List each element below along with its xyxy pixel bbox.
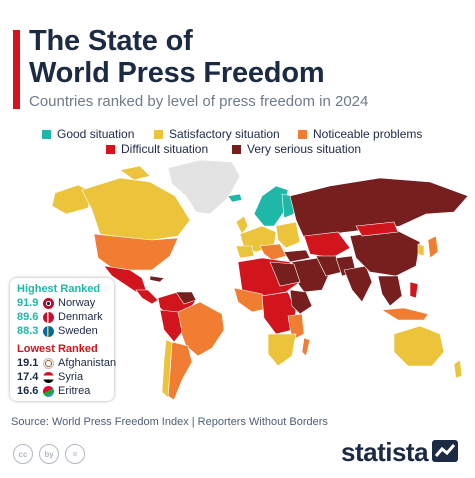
norway-flag-icon xyxy=(43,297,54,309)
sweden-flag-icon xyxy=(43,325,54,337)
lowest-ranked-heading: Lowest Ranked xyxy=(17,343,98,355)
map-region-japan xyxy=(427,235,439,259)
map-region-australia xyxy=(393,325,445,367)
legend-swatch xyxy=(106,144,115,154)
map-region-usa xyxy=(93,233,179,271)
map-region-cuba xyxy=(149,275,165,283)
legend-label: Good situation xyxy=(57,127,135,141)
rank-row-highest-3: 88.3 Sweden xyxy=(17,325,98,337)
legend-swatch xyxy=(232,144,241,154)
map-region-southeast-asia xyxy=(377,275,403,307)
map-region-india xyxy=(343,265,373,303)
page-subtitle: Countries ranked by level of press freed… xyxy=(29,93,369,110)
license-icons: cc by = xyxy=(13,444,85,464)
no-derivatives-icon[interactable]: = xyxy=(65,444,85,464)
afghanistan-flag-icon xyxy=(43,357,54,369)
map-region-philippines xyxy=(409,281,419,299)
rank-score: 91.9 xyxy=(17,297,39,309)
map-region-korea xyxy=(417,243,425,257)
map-region-central-asia xyxy=(303,231,351,259)
statista-logo[interactable]: statista xyxy=(341,437,429,467)
ranking-panel: Highest Ranked 91.9 Norway 89.6 Denmark … xyxy=(10,278,116,401)
map-region-uk xyxy=(235,215,249,235)
map-region-west-africa xyxy=(233,287,271,313)
legend-item-difficult: Difficult situation xyxy=(106,142,208,156)
map-region-indonesia xyxy=(381,307,429,321)
legend-label: Difficult situation xyxy=(121,142,209,156)
legend-item-satisfactory: Satisfactory situation xyxy=(154,127,280,141)
map-region-peru-bolivia xyxy=(159,309,183,343)
map-region-italy-balkans xyxy=(259,243,287,261)
rank-score: 16.6 xyxy=(17,385,39,397)
legend-label: Very serious situation xyxy=(247,142,362,156)
page-title: The State of World Press Freedom xyxy=(29,25,325,89)
map-region-spain-portugal xyxy=(235,245,255,259)
legend-item-noticeable: Noticeable problems xyxy=(298,127,422,141)
map-region-chile xyxy=(161,339,173,399)
map-region-venezuela xyxy=(175,291,197,305)
legend-item-good: Good situation xyxy=(42,127,134,141)
rank-country: Afghanistan xyxy=(58,357,117,369)
rank-score: 17.4 xyxy=(17,371,39,383)
map-region-alaska xyxy=(51,184,93,215)
map-region-southern-africa xyxy=(267,333,297,367)
rank-row-lowest-2: 17.4 Syria xyxy=(17,371,83,383)
legend-swatch xyxy=(154,129,163,139)
legend-swatch xyxy=(298,129,307,139)
map-region-china xyxy=(349,229,421,277)
legend-swatch xyxy=(42,129,51,139)
denmark-flag-icon xyxy=(43,311,54,323)
map-region-east-africa xyxy=(287,313,305,341)
map-region-new-zealand xyxy=(453,359,463,379)
map-region-brazil xyxy=(177,301,225,357)
rank-score: 89.6 xyxy=(17,311,39,323)
rank-score: 88.3 xyxy=(17,325,39,337)
rank-country: Eritrea xyxy=(58,385,91,397)
world-map xyxy=(51,159,469,401)
rank-country: Sweden xyxy=(58,325,98,337)
rank-country: Norway xyxy=(58,297,96,309)
map-region-russia xyxy=(289,177,469,239)
map-region-greenland xyxy=(167,159,241,215)
map-region-mongolia xyxy=(355,221,399,237)
map-region-eastern-europe xyxy=(275,221,301,249)
map-region-iceland xyxy=(227,193,243,203)
legend-label: Noticeable problems xyxy=(313,127,423,141)
accent-bar xyxy=(13,30,20,109)
source-note: Source: World Press Freedom Index | Repo… xyxy=(11,416,328,428)
attribution-icon[interactable]: by xyxy=(39,444,59,464)
map-region-central-america xyxy=(135,289,159,305)
highest-ranked-heading: Highest Ranked xyxy=(17,283,101,295)
map-region-canada xyxy=(81,177,191,241)
rank-country: Denmark xyxy=(58,311,103,323)
rank-score: 19.1 xyxy=(17,357,39,369)
rank-country: Syria xyxy=(58,371,84,383)
rank-row-highest-1: 91.9 Norway xyxy=(17,297,95,309)
eritrea-flag-icon xyxy=(43,385,54,397)
map-region-turkey xyxy=(283,249,311,263)
syria-flag-icon xyxy=(43,371,54,383)
map-region-canada-islands xyxy=(119,165,151,181)
statista-logo-mark-icon xyxy=(432,440,458,462)
map-region-horn-of-africa xyxy=(289,289,313,315)
map-region-madagascar xyxy=(301,337,311,357)
legend-item-very-serious: Very serious situation xyxy=(232,142,361,156)
legend-label: Satisfactory situation xyxy=(169,127,280,141)
rank-row-lowest-1: 19.1 Afghanistan xyxy=(17,357,116,369)
rank-row-highest-2: 89.6 Denmark xyxy=(17,311,103,323)
rank-row-lowest-3: 16.6 Eritrea xyxy=(17,385,90,397)
map-region-egypt-libya xyxy=(269,261,301,287)
creative-commons-icon[interactable]: cc xyxy=(13,444,33,464)
